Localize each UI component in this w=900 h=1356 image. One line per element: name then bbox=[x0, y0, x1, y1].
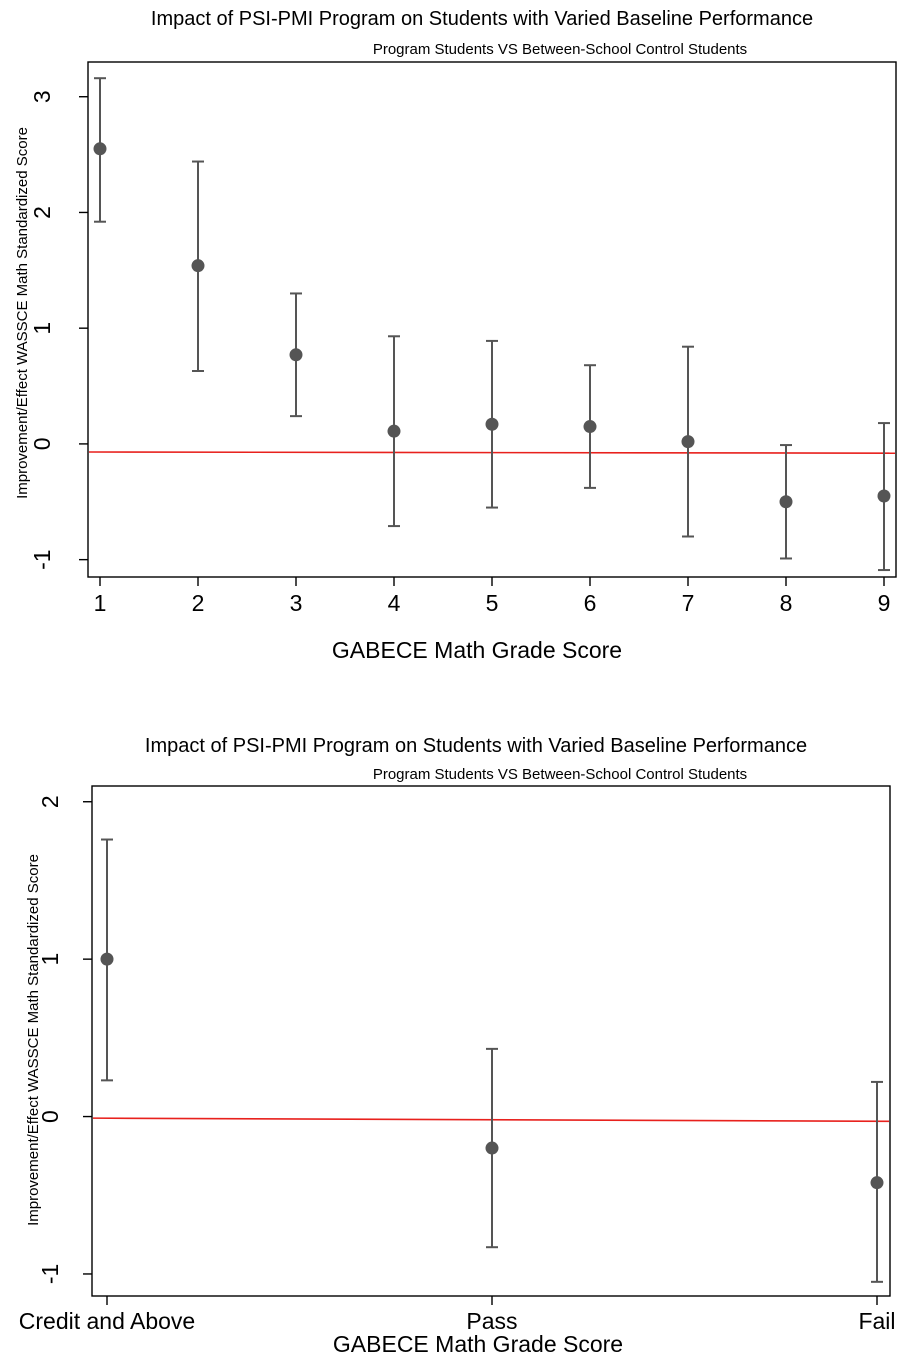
y-tick-label: 1 bbox=[37, 953, 63, 966]
x-tick-label: 2 bbox=[192, 590, 205, 616]
chart-2-y-axis: -1 0 1 2 bbox=[37, 795, 92, 1284]
y-tick-label: -1 bbox=[29, 549, 55, 569]
x-tick-label: 3 bbox=[290, 590, 303, 616]
x-tick-label: Credit and Above bbox=[19, 1308, 195, 1334]
point-estimate bbox=[485, 1141, 499, 1155]
point-estimate bbox=[583, 420, 597, 434]
x-tick-label: 5 bbox=[486, 590, 499, 616]
chart-2-subtitle: Program Students VS Between-School Contr… bbox=[373, 766, 747, 783]
x-tick-label: Fail bbox=[858, 1308, 895, 1334]
y-tick-label: 2 bbox=[37, 795, 63, 808]
chart-panel-2: Impact of PSI-PMI Program on Students wi… bbox=[19, 735, 896, 1356]
point-estimate bbox=[877, 489, 891, 503]
y-tick-label: 1 bbox=[29, 322, 55, 335]
x-tick-label: Pass bbox=[466, 1308, 517, 1334]
x-tick-label: 7 bbox=[682, 590, 695, 616]
point-estimate bbox=[191, 259, 205, 273]
chart-2-marks bbox=[100, 838, 884, 1283]
point-estimate bbox=[93, 142, 107, 156]
chart-1-x-axis: 1 2 3 4 5 6 7 8 9 bbox=[94, 577, 891, 616]
chart-1-x-axis-label: GABECE Math Grade Score bbox=[332, 637, 622, 663]
x-tick-label: 4 bbox=[388, 590, 401, 616]
x-tick-label: 1 bbox=[94, 590, 107, 616]
point-estimate bbox=[779, 495, 793, 509]
chart-2-y-axis-label: Improvement/Effect WASSCE Math Standardi… bbox=[25, 854, 42, 1226]
y-tick-label: 2 bbox=[29, 206, 55, 219]
chart-1-y-axis: -1 0 1 2 3 bbox=[29, 90, 88, 570]
chart-1-marks bbox=[93, 77, 891, 572]
chart-2-x-axis: Credit and Above Pass Fail bbox=[19, 1296, 896, 1334]
chart-2-x-axis-label: GABECE Math Grade Score bbox=[333, 1331, 623, 1356]
point-estimate bbox=[100, 952, 114, 966]
point-estimate bbox=[870, 1176, 884, 1190]
x-tick-label: 6 bbox=[584, 590, 597, 616]
x-tick-label: 8 bbox=[780, 590, 793, 616]
point-estimate bbox=[289, 348, 303, 362]
chart-2-title: Impact of PSI-PMI Program on Students wi… bbox=[145, 735, 807, 757]
point-estimate bbox=[387, 424, 401, 438]
chart-1-subtitle: Program Students VS Between-School Contr… bbox=[373, 41, 747, 58]
y-tick-label: 0 bbox=[37, 1110, 63, 1123]
y-tick-label: 3 bbox=[29, 90, 55, 103]
y-tick-label: -1 bbox=[37, 1264, 63, 1284]
chart-1-y-axis-label: Improvement/Effect WASSCE Math Standardi… bbox=[14, 127, 31, 499]
x-tick-label: 9 bbox=[878, 590, 891, 616]
chart-2-plot-frame bbox=[91, 785, 891, 1297]
y-tick-label: 0 bbox=[29, 438, 55, 451]
chart-1-title: Impact of PSI-PMI Program on Students wi… bbox=[151, 8, 813, 30]
point-estimate bbox=[681, 435, 695, 449]
chart-panel-1: Impact of PSI-PMI Program on Students wi… bbox=[14, 8, 897, 663]
point-estimate bbox=[485, 417, 499, 431]
